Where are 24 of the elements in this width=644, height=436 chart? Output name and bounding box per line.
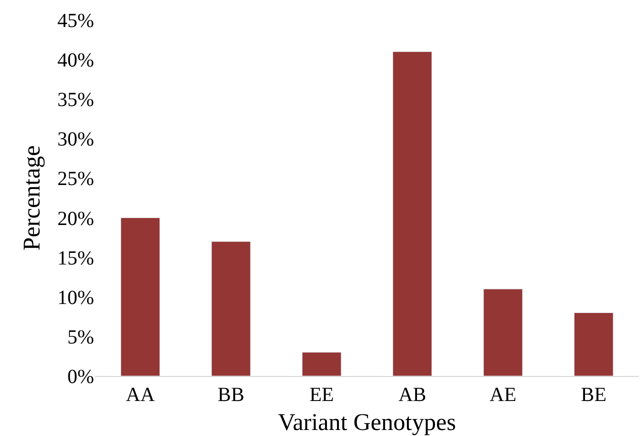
x-tick-label: BE	[580, 384, 606, 406]
y-tick-label: 35%	[57, 89, 94, 112]
bar	[392, 51, 432, 376]
bar	[120, 218, 160, 376]
y-tick-label: 30%	[57, 128, 94, 151]
y-tick-label: 5%	[67, 326, 94, 348]
y-tick-label: 0%	[67, 366, 94, 388]
y-tick-label: 15%	[57, 247, 94, 270]
x-tick-label: AA	[126, 384, 156, 406]
y-tick-label: 10%	[57, 286, 94, 309]
x-tick-label: AB	[398, 384, 426, 406]
y-tick-label: 20%	[57, 208, 94, 230]
bar	[483, 288, 523, 376]
x-tick-label: AE	[490, 384, 516, 406]
bar	[574, 312, 614, 376]
y-axis-title: Percentage	[19, 145, 46, 251]
bar	[211, 241, 251, 376]
bar	[302, 352, 342, 376]
y-tick-label: 40%	[57, 50, 94, 72]
x-axis-title: Variant Genotypes	[278, 410, 456, 436]
y-tick-label: 25%	[57, 168, 94, 190]
y-tick-label: 45%	[57, 10, 94, 32]
x-tick-label: EE	[309, 384, 334, 406]
x-tick-label: BB	[218, 384, 244, 406]
